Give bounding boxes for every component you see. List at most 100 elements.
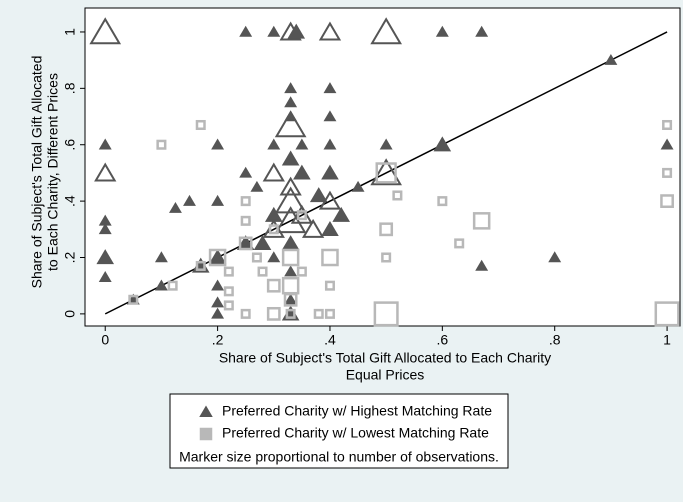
triangle-marker: [321, 164, 339, 180]
y-axis-label: to Each Charity, Different Prices: [45, 73, 61, 271]
square-marker: [223, 286, 234, 297]
square-marker: [240, 196, 251, 207]
square-marker: [379, 222, 394, 237]
square-marker: [296, 266, 307, 277]
triangle-marker: [154, 251, 168, 263]
square-marker: [454, 238, 465, 249]
triangle-marker: [660, 138, 674, 150]
square-marker: [223, 266, 234, 277]
square-marker: [128, 294, 139, 305]
triangle-marker: [309, 187, 328, 203]
square-marker: [266, 278, 281, 293]
triangle-marker: [433, 136, 452, 152]
triangle-marker: [323, 82, 337, 94]
triangle-marker: [250, 180, 264, 192]
triangle-marker: [183, 194, 196, 206]
triangle-marker: [154, 279, 168, 291]
x-tick-label: .6: [436, 332, 448, 348]
square-marker: [223, 300, 234, 311]
triangle-marker: [370, 17, 403, 45]
square-marker: [283, 292, 298, 307]
x-tick-label: 0: [101, 332, 109, 348]
y-tick-label: .4: [62, 195, 78, 207]
triangle-marker: [548, 251, 562, 263]
legend-label: Preferred Charity w/ Highest Matching Ra…: [222, 403, 492, 419]
triangle-marker: [281, 150, 300, 166]
triangle-marker: [98, 138, 112, 150]
x-axis-label: Equal Prices: [346, 367, 425, 383]
triangle-marker: [318, 21, 342, 41]
triangle-marker: [267, 251, 281, 263]
legend-marker: [199, 405, 213, 417]
triangle-marker: [98, 223, 112, 235]
square-marker: [251, 252, 262, 263]
square-marker: [437, 196, 448, 207]
square-marker: [381, 252, 392, 263]
square-marker: [240, 308, 251, 319]
square-marker: [238, 236, 253, 251]
triangle-marker: [332, 206, 351, 222]
square-marker: [266, 306, 281, 321]
triangle-marker: [211, 279, 225, 291]
x-tick-label: 1: [663, 332, 671, 348]
triangle-marker: [323, 110, 337, 122]
triangle-marker: [279, 176, 302, 196]
triangle-marker: [351, 180, 365, 192]
square-marker: [660, 194, 674, 209]
triangle-marker: [96, 249, 115, 265]
square-marker: [195, 119, 206, 131]
triangle-marker: [475, 25, 489, 37]
square-marker: [662, 167, 673, 178]
triangle-marker: [284, 82, 298, 94]
triangle-marker: [284, 265, 298, 277]
square-marker: [373, 301, 399, 327]
x-tick-label: .8: [549, 332, 561, 348]
triangle-marker: [98, 271, 112, 282]
y-tick-label: .2: [62, 251, 78, 263]
triangle-marker: [435, 25, 449, 37]
triangle-marker: [284, 293, 298, 305]
triangle-marker: [208, 249, 227, 265]
triangle-marker: [94, 162, 117, 182]
square-marker: [654, 301, 680, 327]
triangle-marker: [211, 194, 225, 206]
triangle-marker: [253, 235, 272, 251]
triangle-marker: [211, 296, 225, 308]
x-tick-label: .2: [212, 332, 224, 348]
square-marker: [167, 280, 178, 291]
square-marker: [392, 190, 403, 201]
triangle-marker: [475, 259, 489, 271]
square-marker: [375, 162, 397, 184]
square-marker: [321, 248, 339, 267]
square-marker: [313, 308, 324, 319]
square-marker: [281, 248, 300, 267]
triangle-marker: [239, 25, 253, 37]
square-marker: [324, 308, 335, 319]
square-marker: [268, 224, 279, 235]
triangle-marker: [293, 164, 311, 180]
triangle-marker: [239, 166, 253, 178]
square-marker: [195, 260, 206, 271]
triangle-marker: [370, 158, 403, 186]
y-tick-label: 1: [62, 28, 78, 36]
triangle-marker: [295, 138, 309, 150]
triangle-marker: [604, 53, 618, 65]
y-tick-label: .8: [62, 82, 78, 94]
triangle-marker: [89, 17, 122, 45]
triangle-marker: [274, 186, 307, 214]
triangle-marker: [267, 138, 281, 150]
y-tick-label: 0: [62, 310, 78, 318]
x-tick-label: .4: [324, 332, 336, 348]
triangle-marker: [169, 201, 182, 213]
legend-marker: [199, 427, 213, 441]
triangle-marker: [379, 138, 393, 150]
triangle-marker: [211, 307, 225, 319]
triangle-marker: [264, 206, 283, 222]
triangle-marker: [211, 138, 225, 150]
triangle-marker: [321, 220, 339, 236]
square-marker: [296, 210, 307, 221]
triangle-marker: [287, 23, 306, 39]
square-marker: [472, 212, 491, 230]
square-marker: [156, 139, 167, 150]
